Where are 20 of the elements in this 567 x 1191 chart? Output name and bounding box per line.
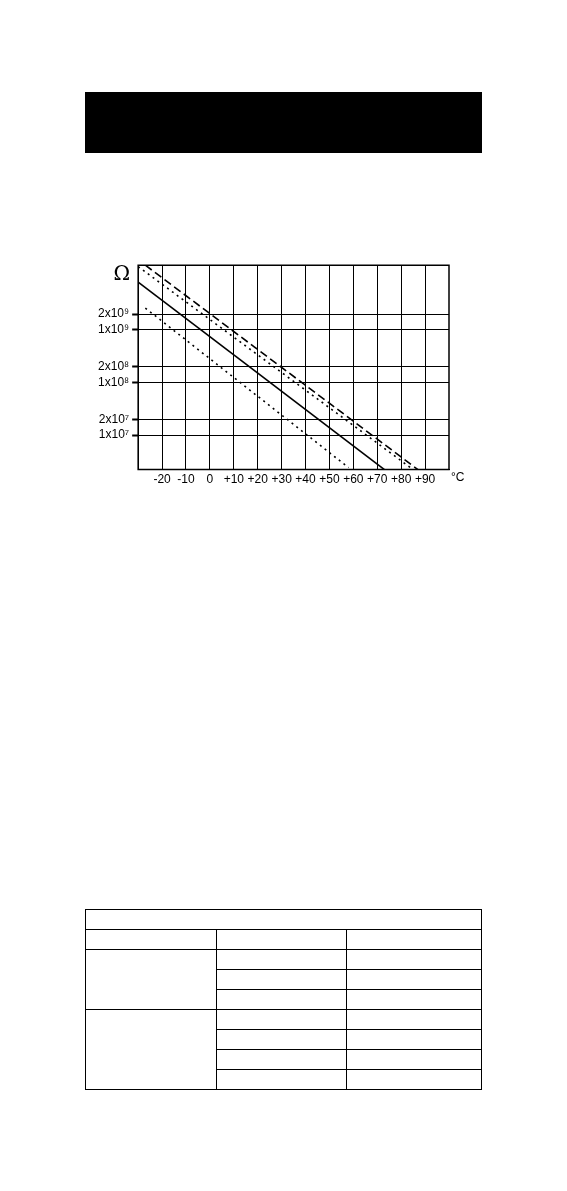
y-tick-label: 2x10⁸ — [98, 358, 130, 373]
x-axis-title: °C — [451, 470, 465, 485]
x-tick-label: +10 — [223, 472, 245, 487]
x-tick-label: +90 — [414, 472, 436, 487]
x-tick-label: +30 — [271, 472, 293, 487]
x-tick-label: +70 — [367, 472, 388, 487]
x-tick-label: 0 — [206, 472, 214, 487]
x-tick-label: -10 — [177, 472, 195, 487]
x-tick-label: +50 — [319, 472, 340, 487]
x-tick-label: +40 — [295, 472, 317, 487]
x-tick-label: +20 — [247, 472, 269, 487]
y-tick-label: 2x10⁹ — [97, 306, 130, 321]
x-tick-label: +60 — [343, 472, 364, 487]
y-tick-label: 1x10⁹ — [97, 322, 130, 337]
y-axis-title: Ω — [113, 261, 131, 286]
x-tick-label: -20 — [153, 472, 172, 487]
y-tick-label: 2x10⁷ — [98, 411, 130, 426]
y-tick-label: 1x10⁷ — [98, 427, 130, 442]
y-tick-label: 1x10⁸ — [98, 374, 130, 389]
x-tick-label: +80 — [391, 472, 412, 487]
